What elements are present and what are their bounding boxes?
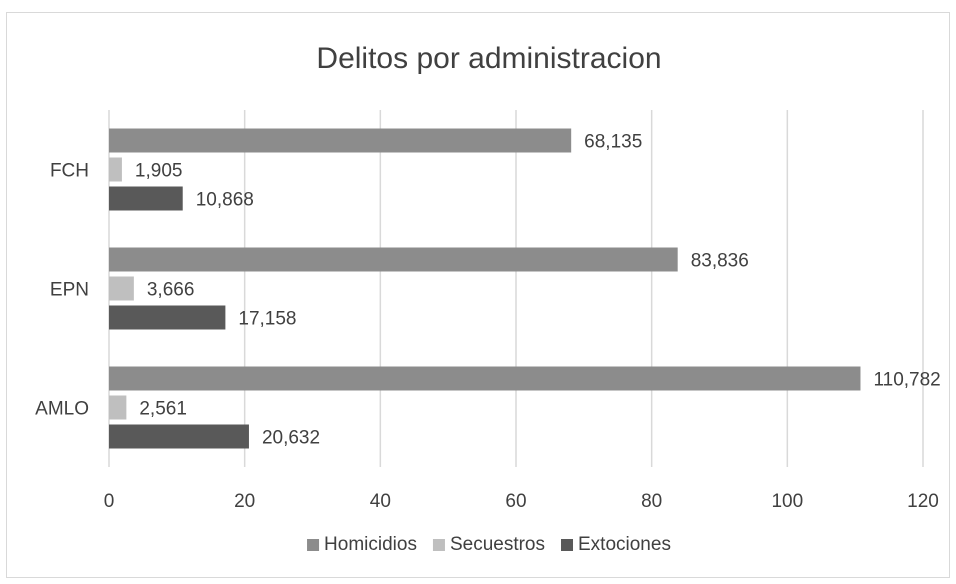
x-tick-label: 100 [771,491,803,512]
data-label: 17,158 [238,309,296,330]
bar-extociones [109,305,226,330]
gridlines [243,110,924,467]
bar-secuestros [109,276,134,301]
x-tick-label: 0 [104,491,115,512]
chart-title: Delitos por administracion [316,42,661,75]
legend-label: Secuestros [450,534,545,555]
bars [109,128,861,449]
data-label: 20,632 [262,428,320,449]
x-tick-label: 40 [370,491,391,512]
legend-swatch [307,539,320,551]
data-labels: 68,135 1,905 10,868 83,836 3,666 17,158 110,78… [135,132,941,449]
legend-label: Homicidios [324,534,417,555]
bar-homicidios [109,128,572,153]
data-label: 68,135 [584,132,642,153]
chart-frame [6,12,950,578]
legend: Homicidios Secuestros Extociones [307,534,671,555]
bar-secuestros [109,395,127,420]
x-tick-label: 20 [234,491,255,512]
data-label: 3,666 [147,280,195,301]
bar-secuestros [109,157,122,182]
bar-extociones [109,424,249,449]
x-tick-label: 60 [505,491,526,512]
y-category-label: FCH [50,161,89,182]
legend-swatch [561,539,574,551]
legend-label: Extociones [578,534,671,555]
data-label: 10,868 [196,190,254,211]
data-label: 2,561 [139,399,187,420]
x-tick-label: 120 [907,491,939,512]
y-category-label: EPN [50,280,89,301]
data-label: 83,836 [691,251,749,272]
axes: 0 20 40 60 80 100 120 FCH EPN AMLO [35,110,939,512]
data-label: 110,782 [873,370,940,391]
x-tick-label: 80 [641,491,662,512]
legend-swatch [432,539,445,551]
data-label: 1,905 [135,161,183,182]
bar-extociones [109,186,183,211]
y-category-label: AMLO [35,399,89,420]
bar-homicidios [109,247,678,272]
bar-homicidios [109,366,861,391]
